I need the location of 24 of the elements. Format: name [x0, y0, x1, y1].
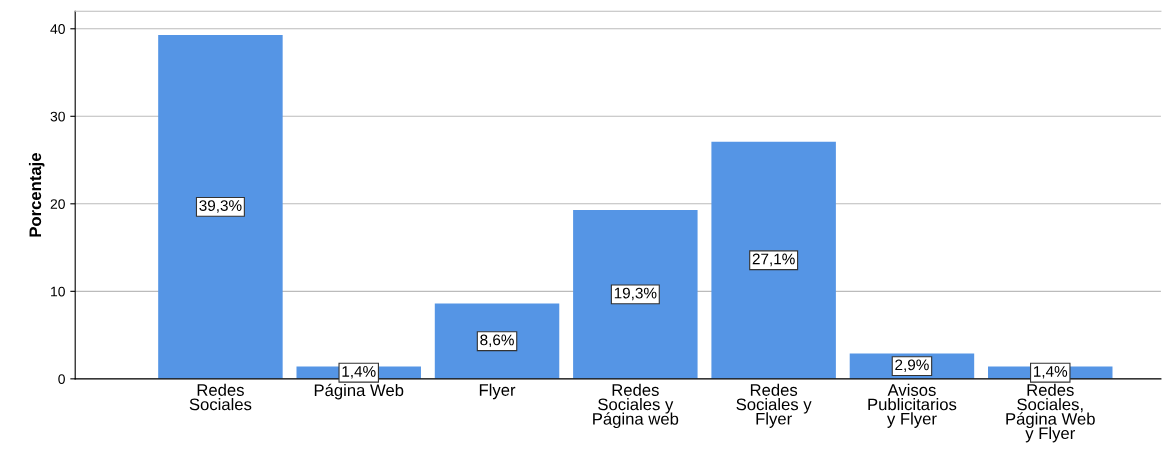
- data-label: 1,4%: [1034, 366, 1068, 379]
- bar: [711, 141, 836, 379]
- bar: [573, 209, 698, 379]
- x-tick-label: Página Web: [314, 383, 404, 400]
- data-label: 8,6%: [480, 334, 514, 348]
- data-label: 19,3%: [614, 287, 657, 301]
- x-tick-label: Redes Sociales y Página web: [593, 383, 679, 429]
- y-tick-label: 10: [51, 286, 65, 297]
- x-tick-label: Redes Sociales, Página Web y Flyer: [1006, 383, 1095, 443]
- y-tick-label: 20: [50, 199, 65, 209]
- y-tick-label: 0: [58, 374, 65, 385]
- y-tick-label: 30: [50, 111, 65, 122]
- data-label: 2,9%: [895, 359, 929, 373]
- x-tick-label: Redes Sociales: [189, 383, 252, 411]
- bar: [158, 34, 283, 379]
- y-axis-title: Porcentaje: [28, 153, 45, 237]
- x-tick-label: Flyer: [479, 383, 516, 400]
- data-label: 39,3%: [199, 200, 242, 213]
- data-label: 1,4%: [342, 366, 376, 379]
- x-tick-label: Avisos Publicitarios y Flyer: [868, 383, 957, 428]
- data-label: 27,1%: [752, 253, 795, 267]
- bar: [434, 303, 560, 379]
- x-tick-label: Redes Sociales y Flyer: [736, 383, 812, 428]
- y-tick-label: 40: [50, 24, 65, 34]
